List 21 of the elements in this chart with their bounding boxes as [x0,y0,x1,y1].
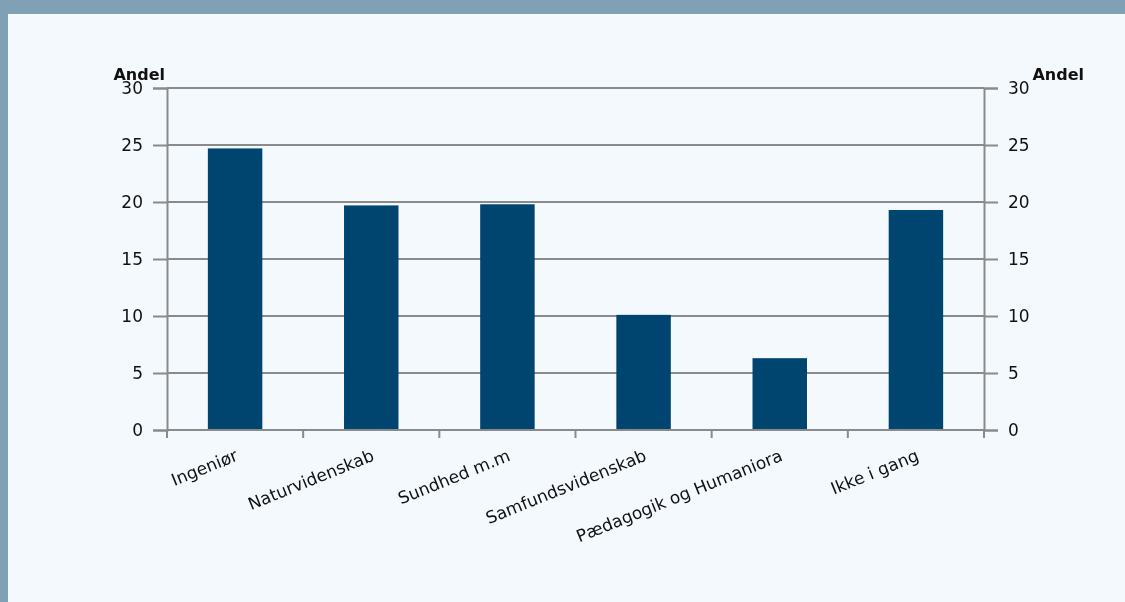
x-tick-label: Ikke i gang [827,445,922,499]
bar [207,148,263,430]
bar [752,358,807,430]
y2-tick-label: 10 [1008,305,1030,326]
y2-tick-label: 25 [1008,134,1030,155]
y2-tick-label: 15 [1008,248,1030,269]
y-tick-label: 25 [121,134,143,155]
bar [888,209,944,430]
y-tick-label: 0 [132,419,143,440]
y2-tick-label: 5 [1008,362,1019,383]
y-tick-label: 5 [132,362,143,383]
y-tick-label: 15 [121,248,143,269]
bar [344,205,399,430]
y2-tick-label: 0 [1008,419,1019,440]
y2-axis-title: Andel [1032,65,1084,84]
y-tick-label: 20 [121,191,143,212]
bar [616,314,671,430]
y2-tick-label: 30 [1008,77,1030,98]
y2-tick-label: 20 [1008,191,1030,212]
bar [480,204,535,430]
y-tick-label: 10 [121,305,143,326]
